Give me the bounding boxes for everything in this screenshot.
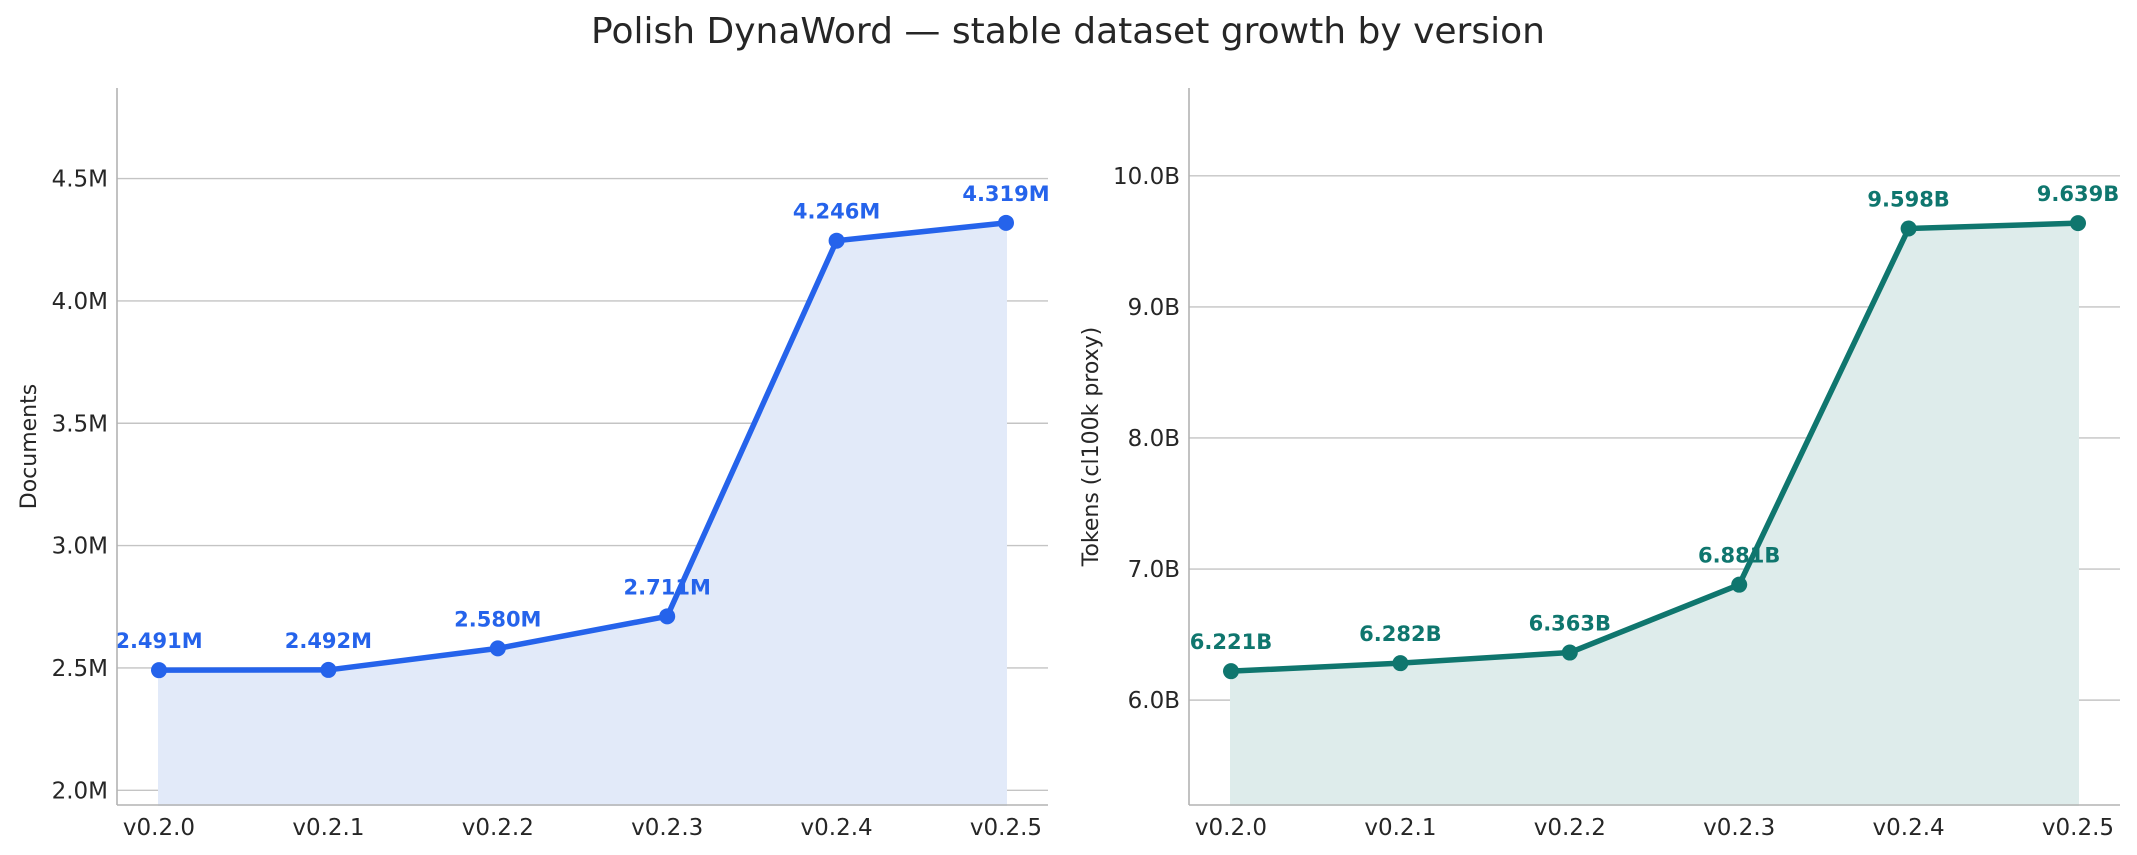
tokens-ytick-label: 10.0B — [1113, 164, 1180, 190]
documents-ytick-label: 3.0M — [52, 534, 108, 560]
documents-data-point — [659, 608, 676, 625]
tokens-data-label: 6.881B — [1698, 544, 1780, 568]
documents-data-point — [151, 662, 167, 679]
documents-data-point — [320, 661, 337, 678]
documents-data-label: 4.246M — [793, 200, 880, 224]
tokens-data-label: 6.363B — [1529, 612, 1611, 636]
documents-panel: 2.0M 2.5M 3.0M 3.5M 4.0M 4.5M Documents 2.491M 2… — [17, 88, 1050, 841]
tokens-ytick-label: 6.0B — [1128, 688, 1180, 714]
tokens-data-label: 9.598B — [1867, 188, 1949, 212]
documents-xtick-label: v0.2.5 — [970, 815, 1042, 841]
documents-data-label: 2.491M — [115, 629, 202, 653]
tokens-xtick-label: v0.2.1 — [1364, 815, 1436, 841]
tokens-xtick-label: v0.2.0 — [1195, 815, 1267, 841]
tokens-xtick-label: v0.2.3 — [1703, 815, 1775, 841]
documents-data-label: 2.711M — [624, 575, 711, 599]
documents-ytick-label: 3.5M — [52, 411, 108, 437]
tokens-series-line — [1228, 220, 2081, 674]
tokens-ytick-label: 7.0B — [1128, 557, 1180, 583]
documents-data-point — [489, 640, 506, 657]
tokens-data-point — [1223, 663, 1239, 680]
documents-ytick-label: 2.0M — [52, 778, 108, 804]
tokens-ytick-label: 8.0B — [1128, 426, 1180, 452]
documents-ytick-label: 4.0M — [52, 289, 108, 315]
documents-ylabel: Documents — [17, 384, 42, 509]
documents-data-point — [998, 214, 1014, 231]
tokens-data-label: 6.221B — [1190, 630, 1272, 654]
documents-xtick-label: v0.2.4 — [801, 815, 873, 841]
tokens-data-label: 6.282B — [1359, 622, 1441, 646]
documents-data-label: 2.492M — [285, 629, 372, 653]
documents-xtick-label: v0.2.0 — [123, 815, 195, 841]
documents-data-label: 4.319M — [962, 182, 1049, 206]
figure-title: Polish DynaWord — stable dataset growth … — [591, 11, 1545, 52]
tokens-xtick-label: v0.2.5 — [2042, 815, 2114, 841]
documents-series-line — [156, 220, 1009, 673]
tokens-ytick-label: 9.0B — [1128, 295, 1180, 321]
documents-xtick-label: v0.2.3 — [631, 815, 703, 841]
tokens-data-point — [1392, 655, 1409, 672]
tokens-panel: 6.0B 7.0B 8.0B 9.0B 10.0B Tokens (cl100k prox… — [1079, 88, 2120, 841]
documents-area-fill — [158, 221, 1007, 806]
tokens-data-label: 9.639B — [2037, 182, 2119, 206]
tokens-data-point — [1731, 576, 1748, 593]
documents-xtick-label: v0.2.1 — [292, 815, 364, 841]
tokens-data-point — [2070, 215, 2086, 232]
documents-data-label: 2.580M — [454, 607, 541, 631]
tokens-xtick-label: v0.2.4 — [1873, 815, 1945, 841]
documents-ytick-label: 4.5M — [52, 167, 108, 193]
tokens-ylabel: Tokens (cl100k proxy) — [1079, 327, 1104, 568]
tokens-data-point — [1561, 644, 1578, 661]
documents-xtick-label: v0.2.2 — [462, 815, 534, 841]
tokens-xtick-label: v0.2.2 — [1534, 815, 1606, 841]
documents-data-point — [828, 232, 845, 249]
documents-ytick-label: 2.5M — [52, 656, 108, 682]
tokens-data-point — [1900, 220, 1917, 237]
tokens-area-fill — [1230, 222, 2079, 806]
